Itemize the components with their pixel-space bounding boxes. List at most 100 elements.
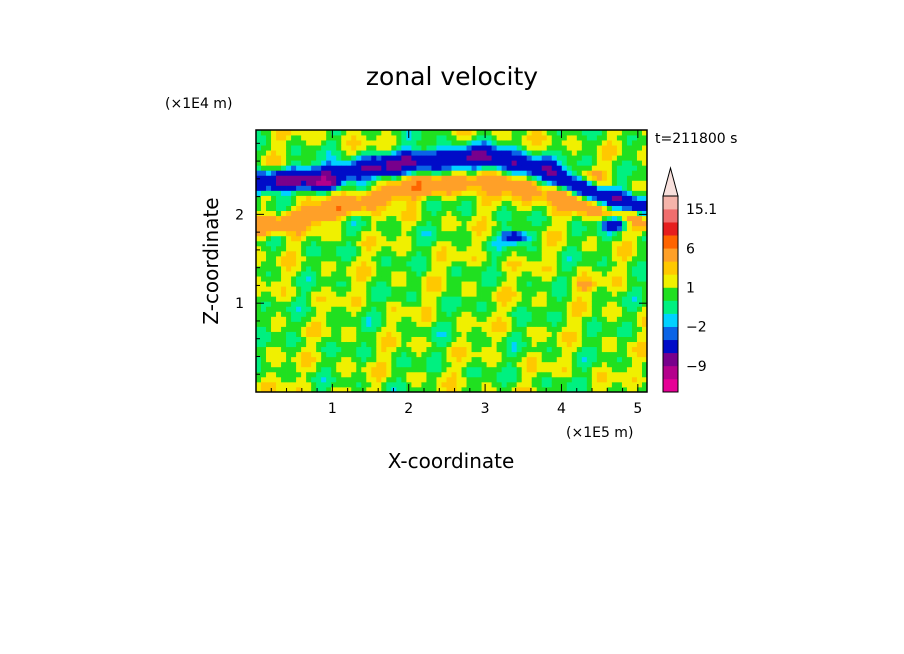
field-cell <box>266 296 271 301</box>
field-cell <box>472 185 477 190</box>
field-cell <box>271 281 276 286</box>
field-cell <box>517 256 522 261</box>
field-cell <box>281 221 286 226</box>
field-cell <box>542 301 547 306</box>
field-cell <box>457 160 462 165</box>
field-cell <box>406 251 411 256</box>
field-cell <box>637 145 642 150</box>
field-cell <box>527 236 532 241</box>
field-cell <box>612 296 617 301</box>
field-cell <box>532 196 537 201</box>
field-cell <box>492 281 497 286</box>
field-cell <box>316 281 321 286</box>
field-cell <box>381 196 386 201</box>
field-cell <box>522 246 527 251</box>
field-cell <box>341 306 346 311</box>
field-cell <box>446 382 451 387</box>
field-cell <box>316 301 321 306</box>
field-cell <box>316 377 321 382</box>
velocity-field <box>256 130 647 392</box>
field-cell <box>582 337 587 342</box>
field-cell <box>537 196 542 201</box>
field-cell <box>477 160 482 165</box>
field-cell <box>462 180 467 185</box>
field-cell <box>497 246 502 251</box>
field-cell <box>401 201 406 206</box>
field-cell <box>552 271 557 276</box>
field-cell <box>507 201 512 206</box>
field-cell <box>587 226 592 231</box>
field-cell <box>256 170 261 175</box>
field-cell <box>321 276 326 281</box>
field-cell <box>276 352 281 357</box>
field-cell <box>602 327 607 332</box>
field-cell <box>396 261 401 266</box>
field-cell <box>562 211 567 216</box>
field-cell <box>602 256 607 261</box>
field-cell <box>472 226 477 231</box>
field-cell <box>336 291 341 296</box>
field-cell <box>592 271 597 276</box>
field-cell <box>271 367 276 372</box>
field-cell <box>462 135 467 140</box>
field-cell <box>281 190 286 195</box>
field-cell <box>497 382 502 387</box>
field-cell <box>441 135 446 140</box>
field-cell <box>256 301 261 306</box>
field-cell <box>452 342 457 347</box>
field-cell <box>512 337 517 342</box>
field-cell <box>346 140 351 145</box>
field-cell <box>567 185 572 190</box>
field-cell <box>482 372 487 377</box>
field-cell <box>286 261 291 266</box>
field-cell <box>321 170 326 175</box>
field-cell <box>632 165 637 170</box>
field-cell <box>371 221 376 226</box>
field-cell <box>391 367 396 372</box>
field-cell <box>306 337 311 342</box>
field-cell <box>637 301 642 306</box>
field-cell <box>532 241 537 246</box>
field-cell <box>552 321 557 326</box>
field-cell <box>492 291 497 296</box>
x-tick-label: 1 <box>328 401 337 417</box>
field-cell <box>507 342 512 347</box>
field-cell <box>271 291 276 296</box>
field-cell <box>622 185 627 190</box>
field-cell <box>386 201 391 206</box>
field-cell <box>286 216 291 221</box>
field-cell <box>291 201 296 206</box>
field-cell <box>326 321 331 326</box>
field-cell <box>532 206 537 211</box>
field-cell <box>587 337 592 342</box>
x-tick-label: 2 <box>404 401 413 417</box>
field-cell <box>492 321 497 326</box>
field-cell <box>346 226 351 231</box>
field-cell <box>552 256 557 261</box>
field-cell <box>492 231 497 236</box>
field-cell <box>577 201 582 206</box>
field-cell <box>477 367 482 372</box>
field-cell <box>487 165 492 170</box>
field-cell <box>592 377 597 382</box>
field-cell <box>266 180 271 185</box>
field-cell <box>547 271 552 276</box>
field-cell <box>376 196 381 201</box>
field-cell <box>482 251 487 256</box>
field-cell <box>406 140 411 145</box>
field-cell <box>381 347 386 352</box>
field-cell <box>507 367 512 372</box>
field-cell <box>622 201 627 206</box>
field-cell <box>537 231 542 236</box>
field-cell <box>537 296 542 301</box>
field-cell <box>597 382 602 387</box>
field-cell <box>266 251 271 256</box>
field-cell <box>637 311 642 316</box>
field-cell <box>557 145 562 150</box>
field-cell <box>261 337 266 342</box>
field-cell <box>462 165 467 170</box>
field-cell <box>492 347 497 352</box>
field-cell <box>441 321 446 326</box>
field-cell <box>366 135 371 140</box>
field-cell <box>286 372 291 377</box>
